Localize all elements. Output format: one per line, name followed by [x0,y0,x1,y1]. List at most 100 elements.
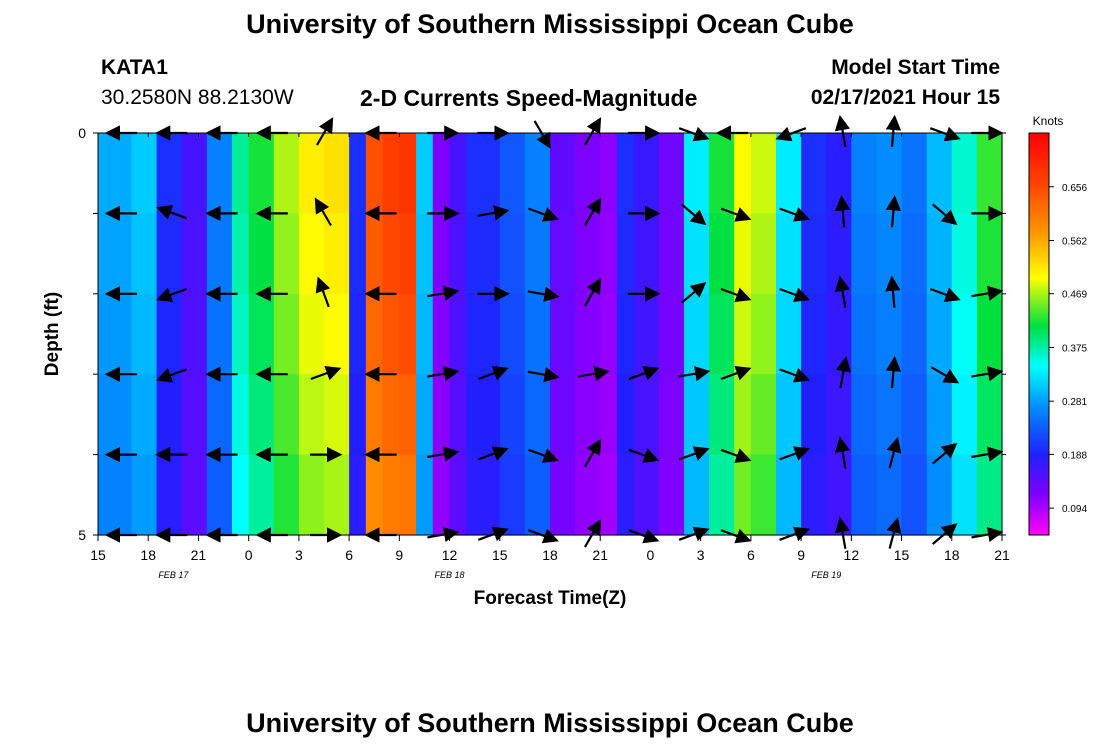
heatmap-cell [449,374,467,456]
heatmap-cell [734,374,752,456]
heatmap-cell [499,454,526,536]
heatmap-cell [750,454,777,536]
heatmap-cell [432,454,451,536]
heatmap-cell [951,213,978,295]
heatmap-cell [131,454,158,536]
heatmap-cell [324,293,350,375]
heatmap-cell [298,374,325,456]
heatmap-cell [156,133,183,214]
heatmap-cell [851,213,878,295]
current-arrow [156,287,187,303]
heatmap-cell [231,454,250,536]
current-arrow [779,446,811,461]
current-arrow [886,436,902,469]
heatmap-cell [776,213,802,295]
current-arrow [583,197,602,227]
x-tick-label: 0 [245,547,253,563]
heatmap [98,133,1003,536]
current-arrow [427,446,460,462]
heatmap-cell [273,213,300,295]
x-tick-label: 3 [697,547,705,563]
current-arrow [680,281,707,304]
heatmap-cell [851,133,878,214]
current-arrow [971,285,1004,301]
heatmap-cell [432,293,451,375]
y-tick-label: 5 [78,527,86,543]
heatmap-cell [575,133,601,214]
heatmap-cell [298,133,325,214]
heatmap-cell [349,293,367,375]
heatmap-cell [901,293,928,375]
heatmap-cell [550,293,576,375]
x-tick-label: 6 [345,547,353,563]
heatmap-cell [600,454,618,536]
x-tick-label: 15 [492,547,508,563]
heatmap-cell [776,133,802,214]
station-id: KATA1 [101,56,168,79]
x-tick-label: 21 [191,547,207,563]
colorbar-label: 0.469 [1062,290,1087,301]
heatmap-cell [156,213,183,295]
heatmap-cell [616,213,635,295]
current-arrow [720,448,752,463]
heatmap-cell [231,133,250,214]
heatmap-cell [416,133,434,214]
heatmap-cell [826,213,852,295]
heatmap-cell [98,374,133,456]
colorbar: Knots 0.656 0.562 0.469 0.375 0.281 0.188 0.09… [1028,114,1087,536]
current-arrow [156,205,187,220]
colorbar-scale [1028,132,1050,536]
heatmap-cell [826,133,852,214]
heatmap-cell [926,454,953,536]
heatmap-cell [901,454,928,536]
heatmap-cell [851,293,878,375]
heatmap-cell [416,293,434,375]
heatmap-cell [976,293,1003,375]
heatmap-cell [432,213,451,295]
current-arrow [779,207,811,222]
heatmap-cell [633,454,660,536]
heatmap-cell [633,213,660,295]
heatmap-cell [298,454,325,536]
current-arrow [720,207,752,222]
heatmap-cell [349,454,367,536]
heatmap-cell [776,374,802,456]
current-arrow [628,365,660,381]
model-start-label: Model Start Time [831,56,1000,79]
heatmap-cell [499,374,526,456]
heatmap-cell [156,293,183,375]
current-arrow [477,365,509,381]
heatmap-cell [399,374,417,456]
heatmap-cell [156,374,183,456]
heatmap-cell [349,213,367,295]
heatmap-cell [734,213,752,295]
heatmap-cell [976,213,1003,295]
current-arrow [885,195,902,228]
heatmap-cell [399,454,417,536]
heatmap-cell [231,213,250,295]
heatmap-cell [683,213,710,295]
x-tick-label: 15 [894,547,910,563]
heatmap-cell [248,213,275,295]
current-arrow [720,287,752,303]
x-tick-label: 3 [295,547,303,563]
heatmap-cell [658,293,685,375]
heatmap-cell [524,213,551,295]
heatmap-cell [273,374,300,456]
heatmap-cell [382,374,400,456]
heatmap-cell [734,454,752,536]
heatmap-cell [926,293,953,375]
heatmap-cell [801,293,827,375]
heatmap-cell [324,374,350,456]
x-tick-label: 9 [797,547,805,563]
heatmap-cell [324,133,350,214]
y-axis-title: Depth (ft) [42,292,63,376]
heatmap-cell [633,293,660,375]
y-tick-label: 0 [78,125,86,141]
current-arrow [835,356,852,389]
chart-title: 2-D Currents Speed-Magnitude [360,85,698,111]
heatmap-cell [750,293,777,375]
heatmap-cell [466,454,501,536]
heatmap-cell [416,374,434,456]
